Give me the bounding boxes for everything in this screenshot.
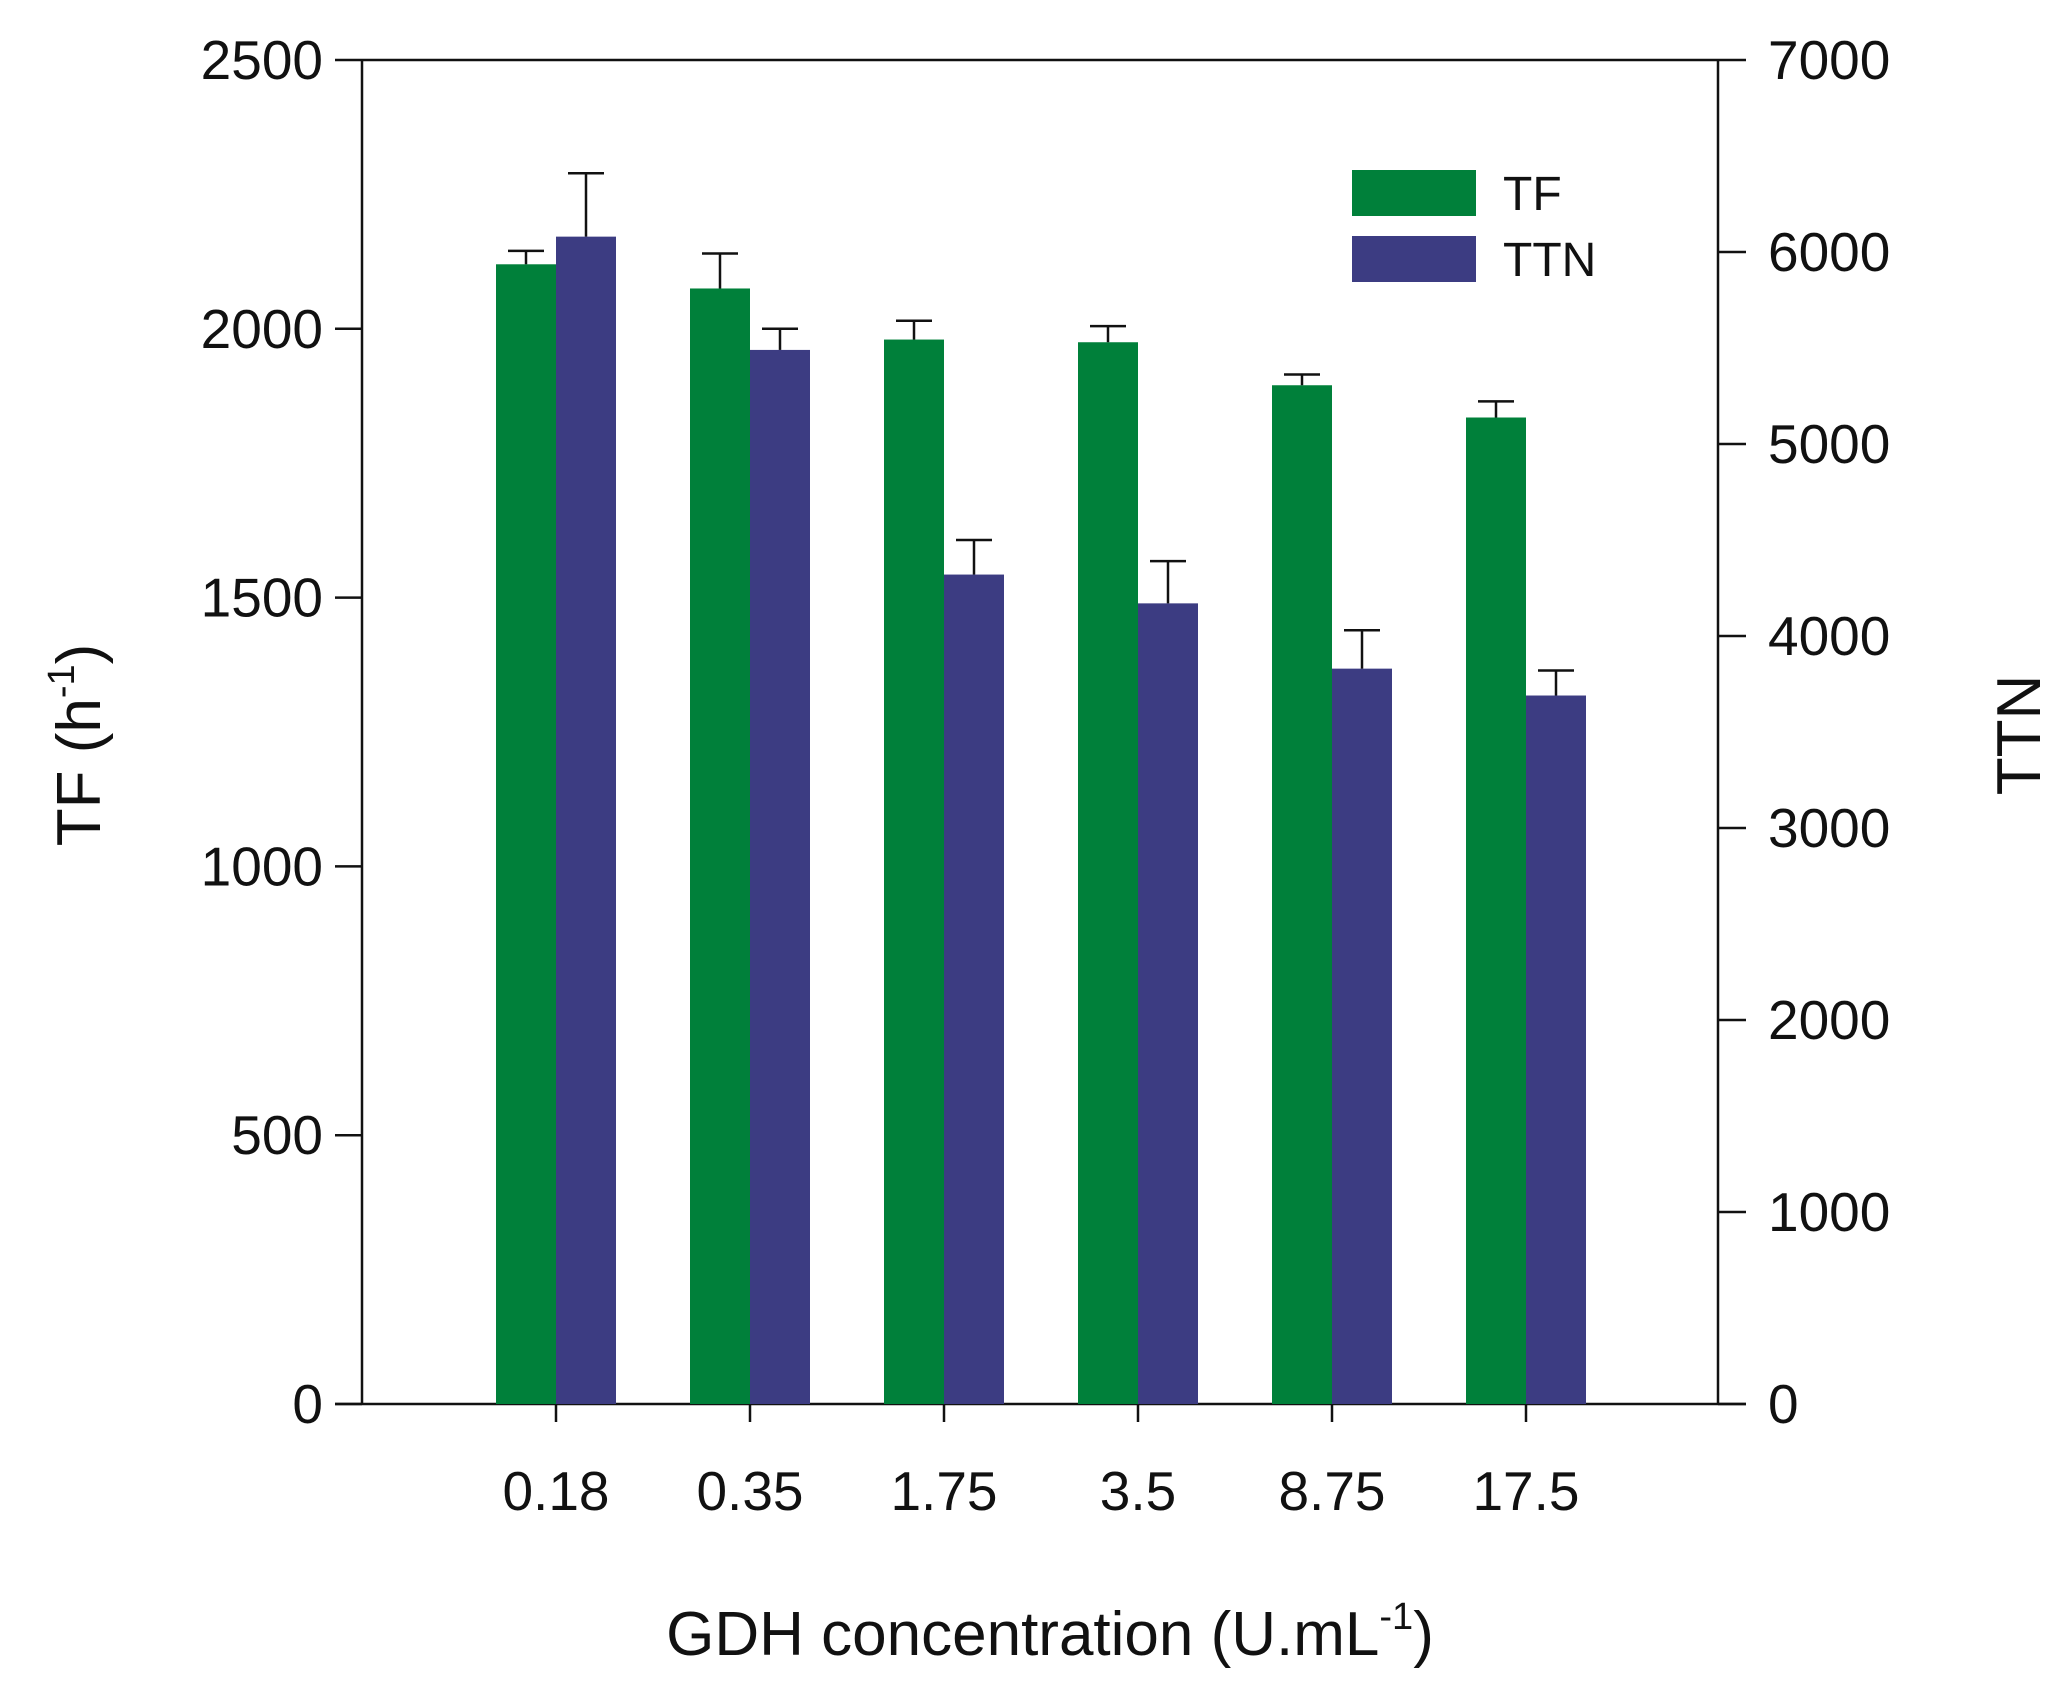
x-axis-title: GDH concentration (U.mL-1) [666, 1596, 1434, 1669]
bar-tf-0.18 [496, 264, 556, 1405]
x-axis-title-close: ) [1413, 1600, 1434, 1669]
y2-tick-label: 1000 [1768, 1181, 1890, 1243]
bar-ttn-3.5 [1138, 603, 1198, 1404]
y2-tick-label: 2000 [1768, 989, 1890, 1051]
y2-tick-label: 5000 [1768, 413, 1890, 475]
x-axis-title-superscript: -1 [1379, 1596, 1413, 1638]
y-tick-label: 0 [292, 1373, 323, 1435]
errorbar-group [508, 172, 1574, 696]
x-tick-label: 3.5 [1100, 1460, 1176, 1522]
y-axis-title-close: ) [45, 644, 114, 665]
legend-label-tf: TF [1503, 168, 1562, 221]
bar-group [496, 236, 1586, 1405]
x-tick-label: 0.18 [502, 1460, 609, 1522]
bar-ttn-17.5 [1526, 695, 1586, 1404]
y-tick-label: 1000 [201, 835, 323, 897]
bar-ttn-1.75 [944, 574, 1004, 1404]
legend-swatch-ttn [1352, 236, 1476, 282]
bar-ttn-0.18 [556, 236, 616, 1404]
bar-ttn-8.75 [1332, 668, 1392, 1404]
axes: 0 500 1000 1500 2000 2500 0 1000 2000 3000 4000 500… [201, 29, 1891, 1522]
x-tick-label: 17.5 [1472, 1460, 1579, 1522]
y2-tick-label: 4000 [1768, 605, 1890, 667]
x-tick-label: 1.75 [890, 1460, 997, 1522]
y-tick-label: 1500 [201, 567, 323, 629]
y-tick-label: 500 [231, 1104, 323, 1166]
legend-label-ttn: TTN [1503, 234, 1596, 287]
y-tick-label: 2500 [201, 29, 323, 91]
bar-ttn-0.35 [750, 349, 810, 1404]
y-axis-title-superscript: -1 [41, 664, 83, 698]
y2-tick-label: 7000 [1768, 29, 1890, 91]
y-axis-title: TF (h-1) [41, 644, 114, 847]
bar-tf-8.75 [1272, 385, 1332, 1404]
y2-tick-label: 3000 [1768, 797, 1890, 859]
x-tick-label: 0.35 [696, 1460, 803, 1522]
bar-tf-17.5 [1466, 417, 1526, 1404]
legend: TF TTN [1352, 168, 1596, 287]
y2-axis-title: TTN [1985, 675, 2054, 796]
y-tick-label: 2000 [201, 298, 323, 360]
bar-tf-3.5 [1078, 342, 1138, 1404]
y2-tick-label: 6000 [1768, 221, 1890, 283]
bar-tf-0.35 [690, 288, 750, 1405]
y-axis-title-text: TF (h [45, 698, 114, 846]
bar-tf-1.75 [884, 339, 944, 1404]
x-tick-label: 8.75 [1278, 1460, 1385, 1522]
legend-swatch-tf [1352, 170, 1476, 216]
y2-tick-label: 0 [1768, 1373, 1799, 1435]
x-axis-title-text: GDH concentration (U.mL [666, 1600, 1379, 1669]
